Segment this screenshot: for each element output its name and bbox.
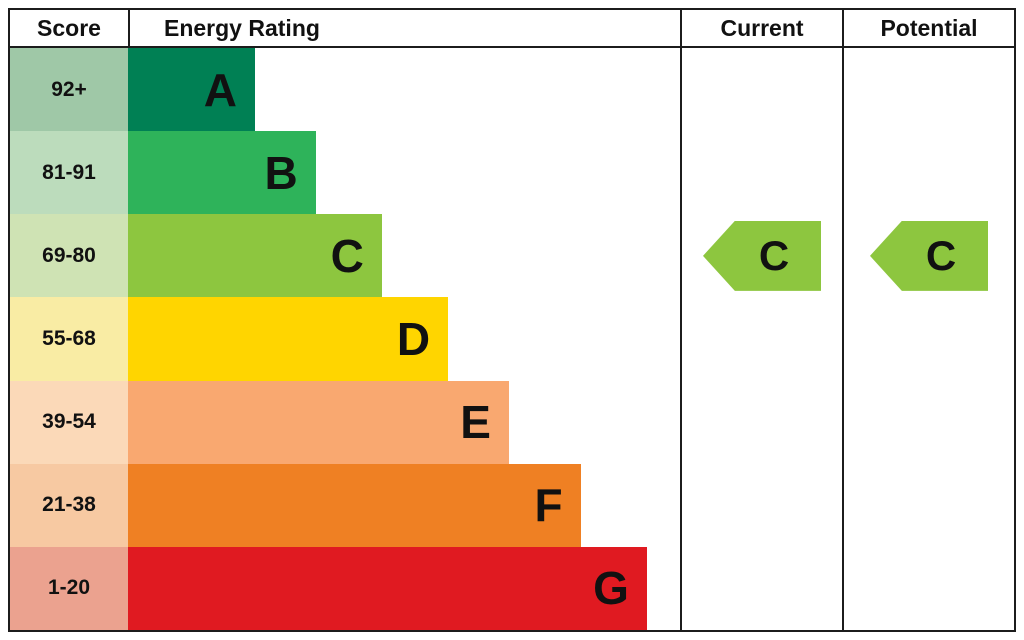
score-range-e: 39-54	[10, 380, 128, 464]
band-cell-d: D	[128, 297, 680, 381]
potential-cell-a	[842, 48, 1014, 132]
band-bar-e: E	[128, 380, 509, 464]
header-energy-rating: Energy Rating	[128, 10, 680, 48]
current-rating-arrow: C	[703, 220, 821, 291]
band-cell-c: C	[128, 214, 680, 298]
score-range-g: 1-20	[10, 546, 128, 630]
epc-rating-chart: Score Energy Rating Current Potential 92…	[8, 8, 1016, 632]
header-current: Current	[680, 10, 842, 48]
header-score: Score	[10, 10, 128, 48]
band-cell-f: F	[128, 463, 680, 547]
current-cell-f	[680, 463, 842, 547]
current-cell-a	[680, 48, 842, 132]
potential-cell-e	[842, 380, 1014, 464]
band-bar-f: F	[128, 463, 581, 547]
score-range-c: 69-80	[10, 214, 128, 298]
current-cell-d	[680, 297, 842, 381]
band-cell-a: A	[128, 48, 680, 132]
potential-cell-f	[842, 463, 1014, 547]
band-bar-g: G	[128, 546, 647, 630]
potential-cell-d	[842, 297, 1014, 381]
band-bar-c: C	[128, 214, 382, 298]
current-cell-c: C	[680, 214, 842, 298]
current-cell-g	[680, 546, 842, 630]
potential-cell-g	[842, 546, 1014, 630]
potential-rating-arrow: C	[870, 220, 988, 291]
band-bar-d: D	[128, 297, 449, 381]
band-cell-g: G	[128, 546, 680, 630]
header-potential: Potential	[842, 10, 1014, 48]
score-range-f: 21-38	[10, 463, 128, 547]
current-cell-e	[680, 380, 842, 464]
potential-cell-c: C	[842, 214, 1014, 298]
score-range-d: 55-68	[10, 297, 128, 381]
band-cell-e: E	[128, 380, 680, 464]
band-cell-b: B	[128, 131, 680, 215]
score-range-a: 92+	[10, 48, 128, 132]
band-bar-a: A	[128, 48, 255, 132]
band-bar-b: B	[128, 131, 316, 215]
potential-cell-b	[842, 131, 1014, 215]
current-cell-b	[680, 131, 842, 215]
score-range-b: 81-91	[10, 131, 128, 215]
